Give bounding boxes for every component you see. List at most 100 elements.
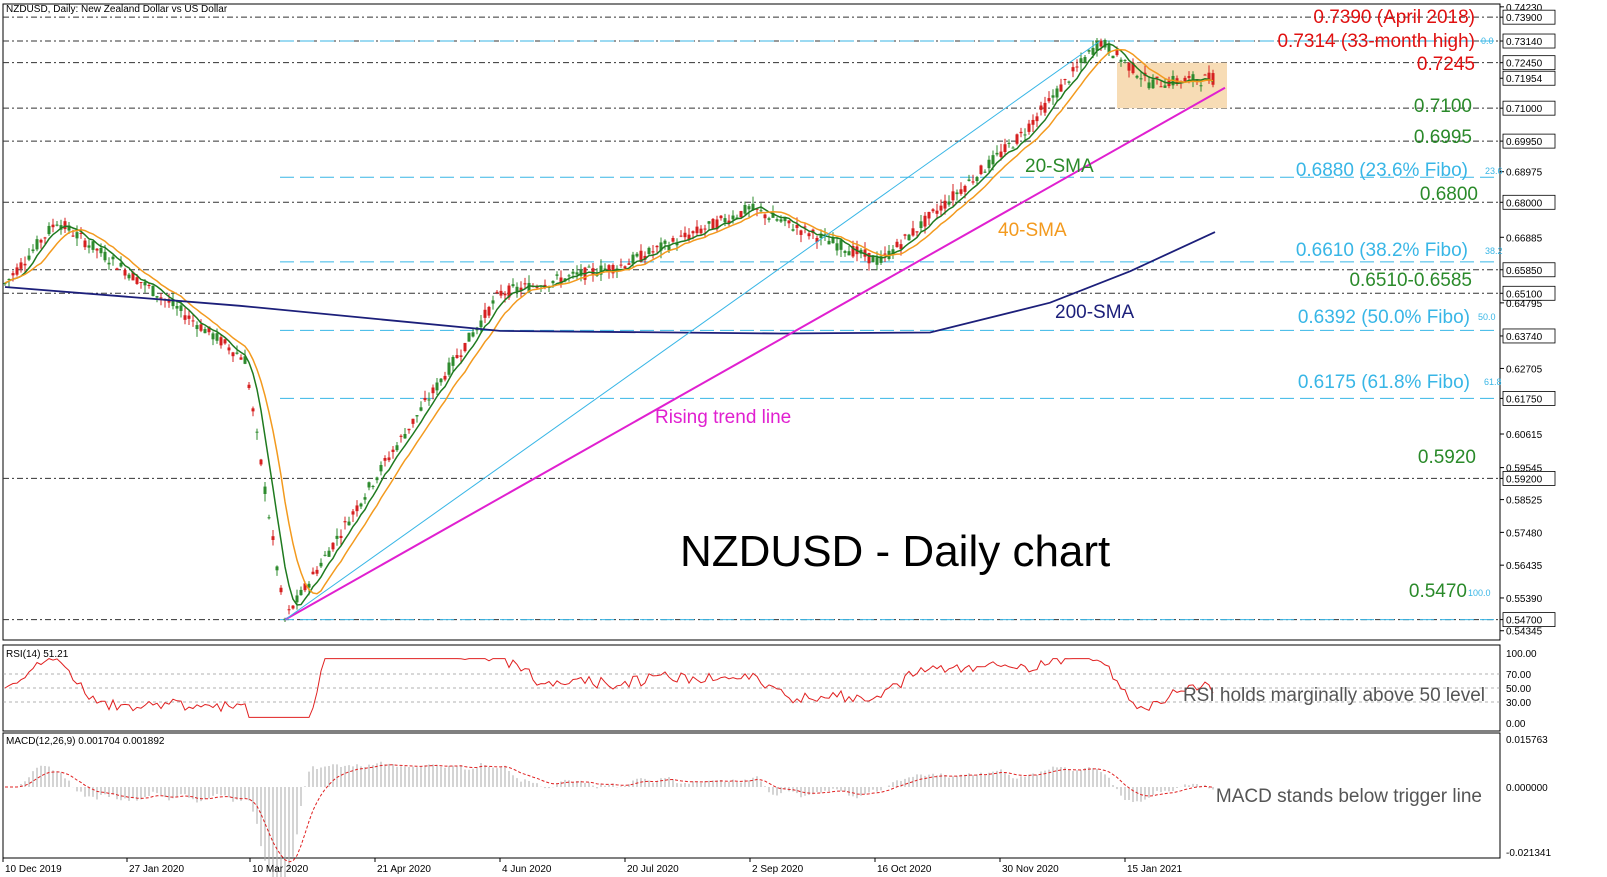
candle-body: [555, 274, 559, 276]
candle-body: [1083, 57, 1087, 63]
candle-body: [979, 165, 983, 175]
candle-body: [127, 274, 131, 279]
candle-body: [103, 251, 107, 261]
candle-body: [279, 587, 283, 593]
candle-body: [591, 268, 595, 275]
candle-body: [1103, 40, 1107, 48]
candle-body: [471, 332, 475, 337]
price-tick-label: 0.57480: [1506, 528, 1543, 539]
candle-body: [427, 399, 431, 401]
candle-body: [619, 264, 623, 266]
candle-body: [783, 217, 787, 222]
candle-body: [115, 268, 119, 270]
candle-body: [903, 234, 907, 236]
candle-body: [995, 152, 999, 155]
sma200-line: [4, 231, 1216, 335]
candle-body: [1135, 75, 1139, 78]
candle-body: [651, 251, 655, 253]
price-tick-label: 0.65850: [1506, 266, 1543, 277]
candle-body: [91, 241, 95, 250]
candle-body: [1003, 144, 1007, 152]
candle-body: [663, 240, 667, 244]
candle-body: [463, 342, 467, 352]
candle-body: [919, 221, 923, 229]
sma200-label: 200-SMA: [1055, 302, 1135, 323]
candle-body: [795, 224, 799, 228]
candle-body: [387, 457, 391, 461]
candle-body: [999, 151, 1003, 157]
candle-body: [175, 306, 179, 309]
candle-body: [79, 232, 83, 234]
candle-body: [491, 300, 495, 304]
macd-frame: [2, 732, 1501, 859]
candle-body: [967, 179, 971, 181]
candle-body: [135, 277, 139, 284]
date-axis: 10 Dec 2019 27 Jan 2020 10 Mar 2020 21 Apr …: [2, 858, 1182, 875]
candle-body: [1199, 85, 1203, 87]
date-tick-label: 10 Mar 2020: [252, 864, 309, 875]
candle-body: [287, 609, 291, 611]
candle-body: [711, 218, 715, 229]
candle-body: [687, 234, 691, 240]
candle-body: [631, 254, 635, 264]
candle-body: [983, 171, 987, 173]
candle-body: [819, 233, 823, 238]
candle-body: [1099, 40, 1103, 47]
trend-lines: [284, 40, 1226, 621]
candle-body: [679, 235, 683, 237]
candle-body: [1207, 72, 1211, 81]
candle-body: [367, 482, 371, 488]
candle-body: [1035, 116, 1039, 122]
candle-body: [347, 521, 351, 526]
candle-body: [107, 262, 111, 265]
candle-body: [975, 176, 979, 181]
candle-body: [455, 355, 459, 359]
price-tick-label: 0.72450: [1506, 59, 1543, 70]
price-tick-label: 0.58525: [1506, 496, 1543, 507]
candle-body: [839, 240, 843, 250]
candle-body: [83, 240, 87, 248]
chart-title: NZDUSD - Daily chart: [680, 527, 1110, 576]
fibo-ratio-0: 0.0: [1481, 36, 1494, 46]
candle-body: [771, 212, 775, 218]
candle-body: [451, 356, 455, 366]
candle-body: [1123, 60, 1127, 62]
candle-body: [751, 203, 755, 211]
candle-body: [147, 284, 151, 286]
candle-body: [1039, 105, 1043, 110]
price-tick-label: 0.66885: [1506, 233, 1543, 244]
price-tick-label: 0.60615: [1506, 430, 1543, 441]
candle-body: [291, 605, 295, 609]
candle-body: [447, 362, 451, 375]
price-tick-box: [1502, 328, 1556, 344]
fibo-ratio-50: 50.0: [1478, 312, 1496, 322]
macd-tick-label: -0.021341: [1506, 848, 1551, 859]
level-label-0592: 0.5920: [1418, 447, 1476, 468]
level-label-068: 0.6800: [1420, 184, 1478, 205]
candle-body: [731, 215, 735, 220]
candle-body: [939, 205, 943, 211]
candle-body: [959, 189, 963, 194]
price-tick-label: 0.73140: [1506, 37, 1543, 48]
price-tick-box: [1502, 70, 1556, 86]
price-tick-label: 0.59200: [1506, 474, 1543, 485]
candle-body: [851, 245, 855, 257]
candle-body: [759, 210, 763, 212]
candle-body: [1155, 76, 1159, 79]
price-tick-box: [1502, 612, 1556, 628]
candle-body: [1119, 59, 1123, 62]
price-tick-box: [1502, 55, 1556, 71]
candle-body: [15, 267, 19, 275]
candle-body: [743, 205, 747, 214]
candle-body: [51, 224, 55, 228]
candle-body: [327, 550, 331, 557]
candle-body: [895, 241, 899, 248]
candle-body: [1047, 98, 1051, 102]
rsi-panel: 100.00 70.00 50.00 30.00 0.00: [2, 644, 1537, 732]
fibo-ratio-618: 61.8: [1484, 377, 1502, 387]
candle-body: [911, 228, 915, 236]
candle-body: [947, 201, 951, 205]
candle-body: [183, 315, 187, 320]
candle-body: [439, 378, 443, 383]
price-tick-label: 0.73900: [1506, 13, 1543, 24]
